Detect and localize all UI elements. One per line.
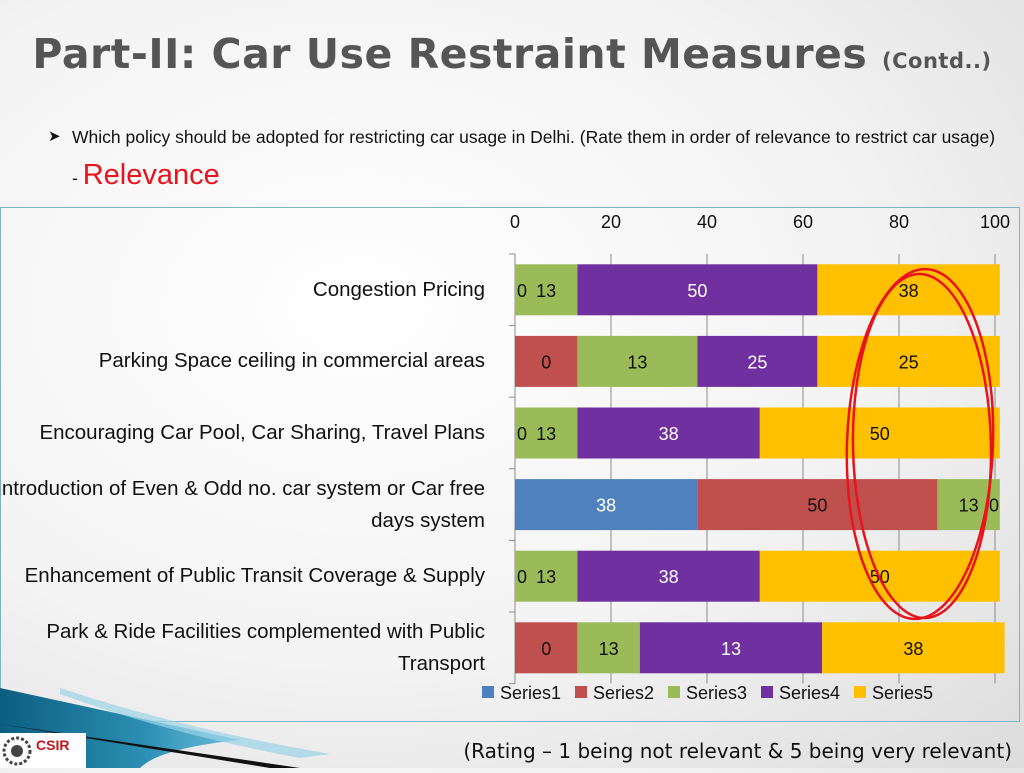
data-label: 38 bbox=[899, 281, 919, 301]
data-label: 0 bbox=[541, 352, 551, 372]
x-tick-label: 100 bbox=[980, 212, 1010, 232]
data-label: 25 bbox=[747, 352, 767, 372]
question-text: Which policy should be adopted for restr… bbox=[72, 127, 996, 188]
bar-segment bbox=[577, 622, 640, 674]
data-label: 0 bbox=[517, 281, 527, 301]
logo-text: CSIR bbox=[36, 737, 70, 753]
data-label: 13 bbox=[536, 567, 556, 587]
category-label: Park & Ride Facilities complemented with… bbox=[46, 619, 485, 675]
chart-frame: Congestion Pricing Parking Space ceiling … bbox=[0, 207, 1020, 722]
bar-segment bbox=[817, 335, 1000, 387]
category-label: Encouraging Car Pool, Car Sharing, Trave… bbox=[39, 421, 485, 444]
bar-segment bbox=[515, 550, 578, 602]
legend-swatch bbox=[761, 686, 773, 698]
x-tick-label: 40 bbox=[697, 212, 717, 232]
legend-swatch bbox=[575, 686, 587, 698]
title-contd: (Contd..) bbox=[882, 49, 992, 73]
csir-emblem-icon bbox=[2, 736, 32, 766]
legend-swatch bbox=[854, 686, 866, 698]
legend-swatch bbox=[668, 686, 680, 698]
data-label: 38 bbox=[659, 567, 679, 587]
legend-label: Series2 bbox=[593, 683, 654, 703]
legend-swatch bbox=[482, 686, 494, 698]
bar-segment bbox=[697, 479, 938, 531]
data-label: 50 bbox=[807, 496, 827, 516]
category-label: Congestion Pricing bbox=[312, 277, 485, 301]
bar-segment bbox=[515, 622, 578, 674]
bar-segment bbox=[639, 622, 823, 674]
arrow-bullet-icon: ➤ bbox=[48, 128, 61, 145]
bar-segment bbox=[515, 407, 578, 459]
data-label: 0 bbox=[989, 496, 999, 516]
data-label: 0 bbox=[517, 424, 527, 444]
bar-segment bbox=[822, 622, 1005, 674]
bar-segment bbox=[697, 335, 818, 387]
rating-note: (Rating – 1 being not relevant & 5 being… bbox=[463, 739, 1012, 763]
data-label: 13 bbox=[599, 639, 619, 659]
category-label: Parking Space ceiling in commercial area… bbox=[98, 349, 485, 373]
data-label: 0 bbox=[541, 639, 551, 659]
bar-segment bbox=[577, 335, 698, 387]
data-label: 50 bbox=[870, 424, 890, 444]
data-label: 13 bbox=[536, 281, 556, 301]
legend-label: Series5 bbox=[872, 683, 933, 703]
bar-segment bbox=[515, 335, 578, 387]
x-tick-label: 20 bbox=[601, 212, 621, 232]
question: ➤ Which policy should be adopted for res… bbox=[48, 118, 998, 197]
data-label: 38 bbox=[596, 496, 616, 516]
legend-label: Series3 bbox=[686, 683, 747, 703]
question-text-wrapper: Which policy should be adopted for restr… bbox=[72, 118, 998, 197]
data-label: 13 bbox=[959, 496, 979, 516]
category-label: Introduction of Even & Odd no. car syste… bbox=[0, 476, 485, 532]
x-tick-label: 0 bbox=[510, 212, 520, 232]
bar-segment bbox=[515, 479, 698, 531]
bar-segment bbox=[577, 407, 760, 459]
annotation-ellipse bbox=[851, 272, 993, 620]
annotation-ellipse bbox=[845, 267, 995, 621]
data-label: 13 bbox=[627, 352, 647, 372]
bar-segment bbox=[577, 264, 818, 316]
data-label: 38 bbox=[659, 424, 679, 444]
bar-segment bbox=[577, 550, 760, 602]
slide-title: Part-II: Car Use Restraint Measures (Con… bbox=[0, 30, 1024, 78]
stacked-bar-chart: 0 20 40 60 80 100 0 13 50 38 0 13 25 25 0 13 38 50 38 50 13 0… bbox=[482, 212, 1010, 703]
relevance-label: Relevance bbox=[82, 159, 220, 191]
bar-segment bbox=[515, 264, 578, 316]
x-tick-label: 80 bbox=[889, 212, 909, 232]
data-label: 13 bbox=[721, 639, 741, 659]
category-label: Enhancement of Public Transit Coverage &… bbox=[24, 564, 485, 588]
data-label: 38 bbox=[903, 639, 923, 659]
data-label: 25 bbox=[899, 352, 919, 372]
x-tick-label: 60 bbox=[793, 212, 813, 232]
data-label: 0 bbox=[517, 567, 527, 587]
data-label: 13 bbox=[536, 424, 556, 444]
data-label: 50 bbox=[687, 281, 707, 301]
csir-logo bbox=[0, 733, 86, 768]
legend-label: Series4 bbox=[779, 683, 840, 703]
bar-segment bbox=[759, 407, 1000, 459]
title-main: Part-II: Car Use Restraint Measures bbox=[32, 30, 868, 78]
legend-label: Series1 bbox=[500, 683, 561, 703]
